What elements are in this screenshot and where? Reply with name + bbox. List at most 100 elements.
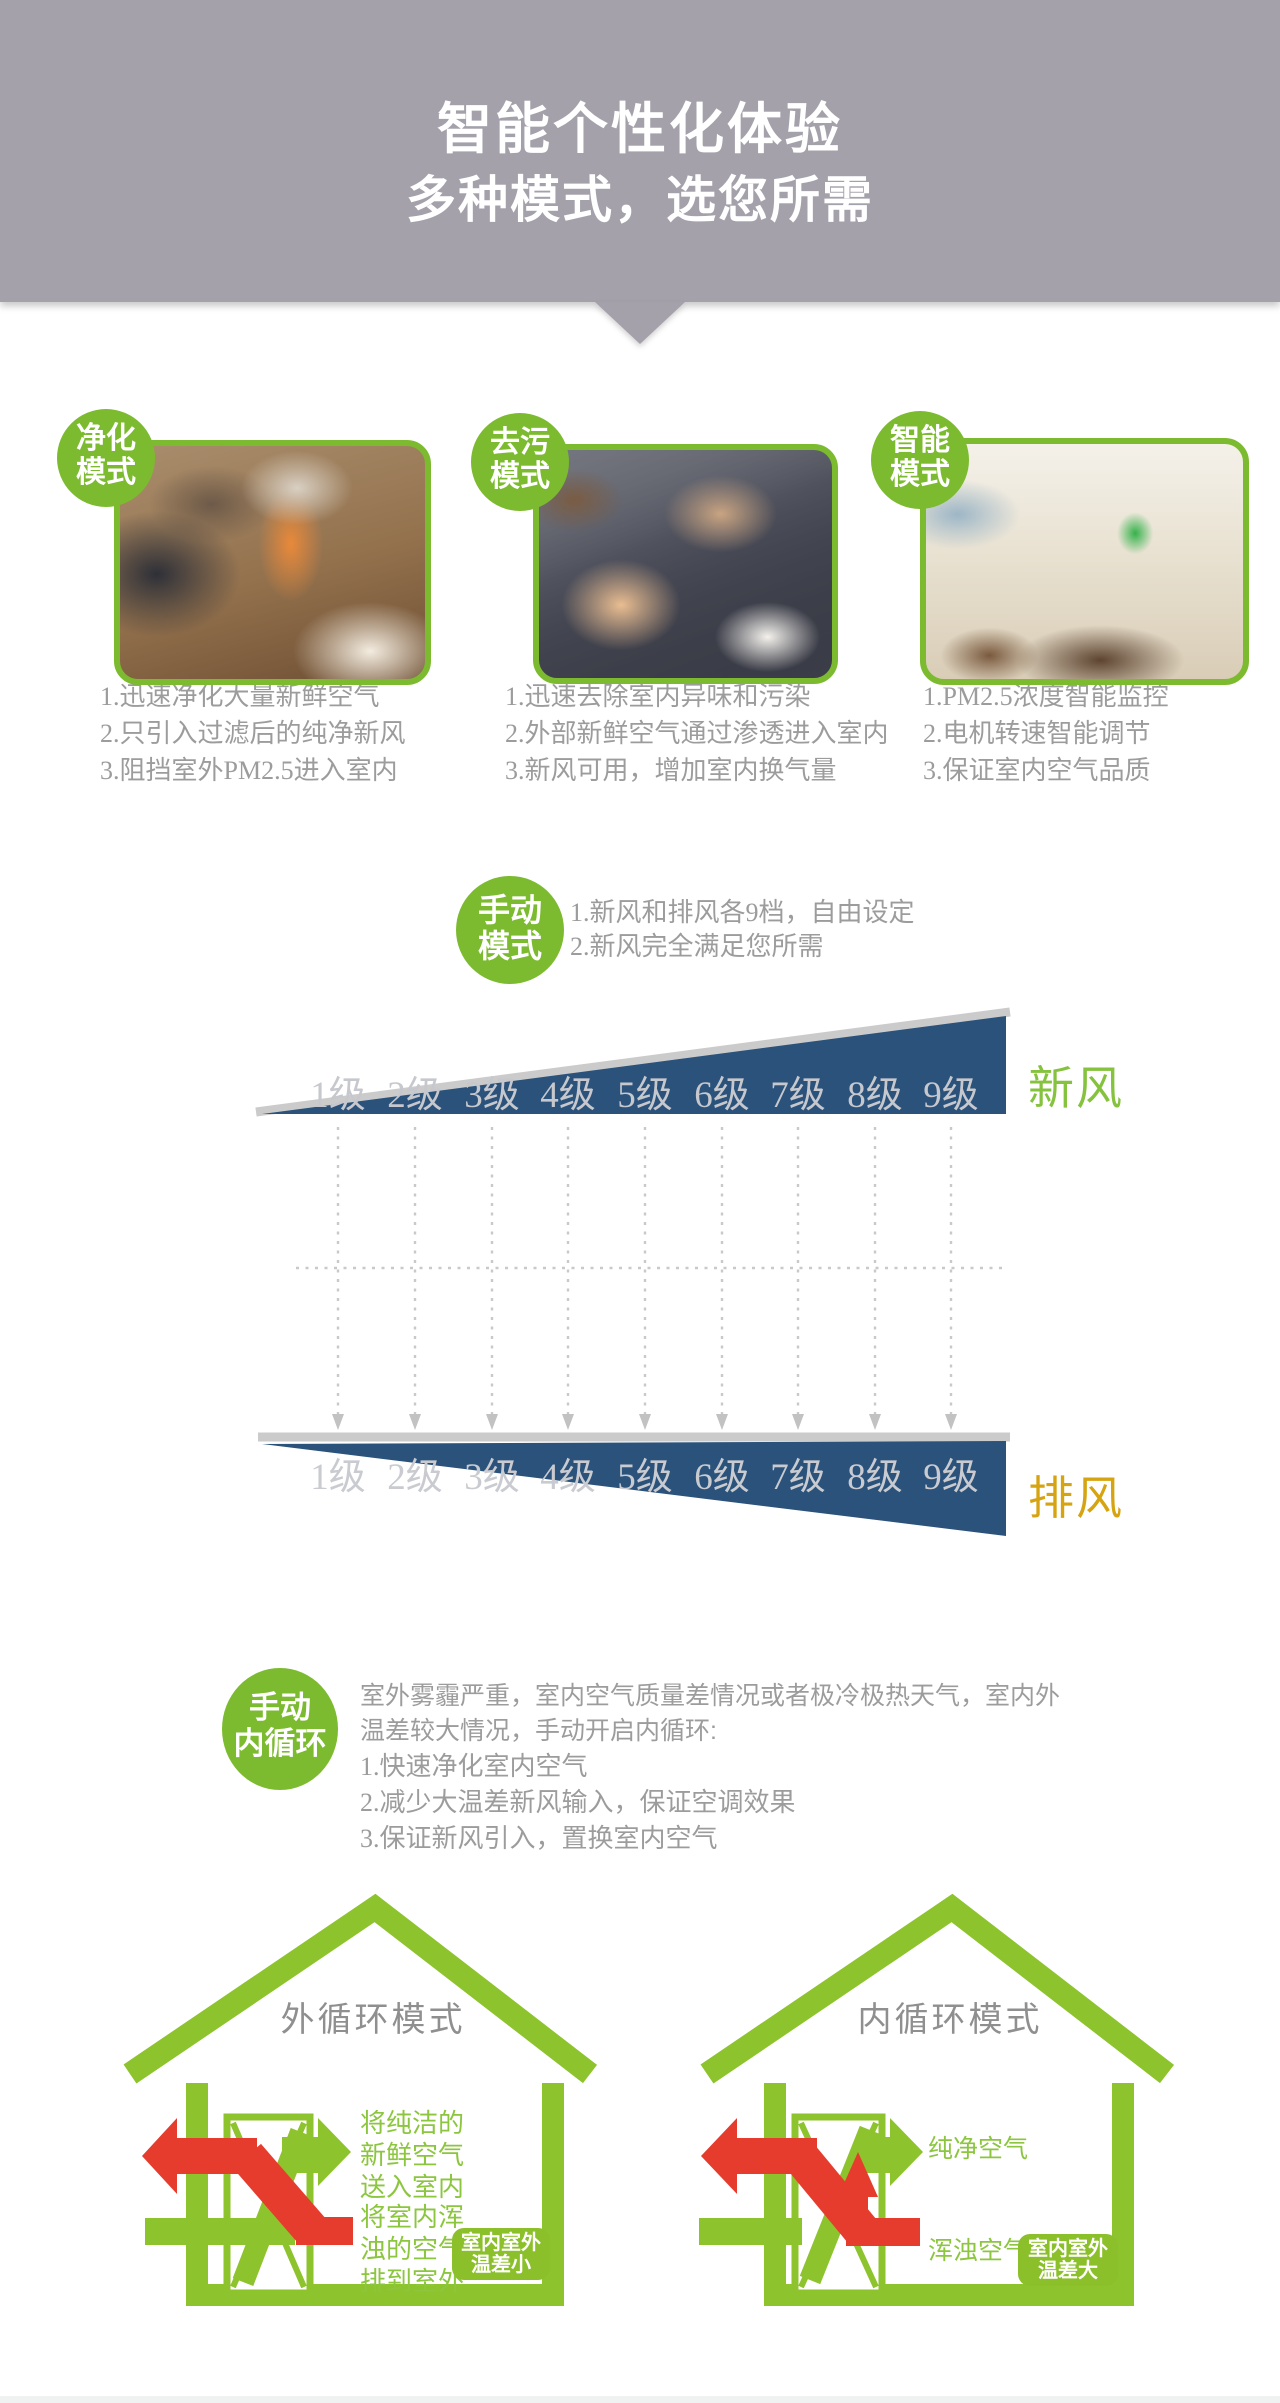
level-label: 8级 [847, 1456, 903, 1498]
photo-purify-mode [114, 440, 431, 685]
badge-label: 智能 [890, 424, 950, 457]
note-line: 送入室内 [360, 2173, 465, 2202]
list-item: 1.迅速去除室内异味和污染 [505, 682, 811, 711]
paragraph-line: 室外雾霾严重，室内空气质量差情况或者极冷极热天气，室内外 [360, 1682, 1061, 1710]
exhaust-air-return-bar [296, 2217, 353, 2245]
chevron-down-decoration [595, 302, 685, 344]
exhaust-air-arrow-head [142, 2118, 177, 2194]
badge-line: 温差大 [1038, 2260, 1098, 2282]
list-item: 1.PM2.5浓度智能监控 [923, 682, 1169, 711]
manual-recirc-list: 1.快速净化室内空气 2.减少大温差新风输入，保证空调效果 3.保证新风引入，置… [360, 1749, 796, 1857]
dirty-air-note: 浑浊空气 [928, 2238, 1029, 2265]
note-line: 排到室外 [360, 2267, 465, 2296]
dotted-guides [296, 1127, 1002, 1414]
house-roof [700, 1893, 1175, 2084]
paragraph-line: 温差较大情况，手动开启内循环: [360, 1717, 717, 1745]
exhaust-wedge [262, 1441, 1006, 1536]
list-item: 3.保证室内空气品质 [923, 756, 1151, 785]
badge-label: 手动 [477, 892, 542, 928]
circulation-houses-diagram [123, 1893, 1175, 2306]
level-label: 2级 [387, 1074, 443, 1116]
exhaust-level-labels: 1级 2级 3级 4级 5级 6级 7级 8级 9级 [310, 1456, 979, 1498]
manual-recirc-badge: 手动 内循环 [222, 1668, 338, 1790]
level-label: 7级 [770, 1456, 826, 1498]
list-item: 1.快速净化室内空气 [360, 1752, 588, 1781]
fresh-air-inlet-bar [699, 2218, 802, 2245]
house-title-internal: 内循环模式 [857, 2001, 1043, 2039]
level-label: 7级 [770, 1074, 826, 1116]
header-banner: 智能个性化体验 多种模式，选您所需 [0, 0, 1280, 302]
level-label: 9级 [923, 1456, 979, 1498]
manual-mode-badge: 手动 模式 [456, 876, 564, 984]
list-item: 2.外部新鲜空气通过渗透进入室内 [505, 719, 889, 748]
level-label: 9级 [923, 1074, 979, 1116]
exhaust-air-arrow-shaft [737, 2138, 817, 2174]
house-walls [764, 2083, 1134, 2306]
temp-diff-small-badge: 室内室外 温差小 [452, 2228, 550, 2280]
house-title-external: 外循环模式 [280, 2001, 466, 2039]
next-section-edge [0, 2396, 1280, 2403]
badge-label: 内循环 [233, 1726, 327, 1761]
manual-recirc-paragraph: 室外雾霾严重，室内空气质量差情况或者极冷极热天气，室内外 温差较大情况，手动开启… [360, 1679, 1060, 1749]
purified-air-arrow-head [890, 2118, 923, 2186]
level-label: 6级 [694, 1456, 750, 1498]
mode-feature-list-deodorize: 1.迅速去除室内异味和污染 2.外部新鲜空气通过渗透进入室内 3.新风可用，增加… [505, 678, 889, 789]
supply-level-labels: 1级 2级 3级 4级 5级 6级 7级 8级 9级 [310, 1074, 979, 1116]
level-label: 3级 [464, 1074, 520, 1116]
mode-badge-smart: 智能 模式 [871, 411, 969, 509]
house-internal-circulation [699, 1893, 1175, 2306]
note-line: 新鲜空气 [360, 2141, 465, 2170]
list-item: 1.新风和排风各9档，自由设定 [570, 898, 915, 927]
exhaust-air-note: 将室内浑 浊的空气 排到室外 [360, 2202, 464, 2298]
mode-badge-deodorize: 去污 模式 [471, 413, 569, 511]
level-label: 5级 [617, 1074, 673, 1116]
badge-label: 模式 [490, 460, 550, 493]
recirc-up-arrow-head [838, 2152, 878, 2197]
level-label: 2级 [387, 1456, 443, 1498]
temp-diff-large-badge: 室内室外 温差大 [1018, 2234, 1118, 2286]
photo-smart-mode [920, 438, 1249, 685]
list-item: 2.电机转速智能调节 [923, 719, 1151, 748]
level-label: 4级 [540, 1074, 596, 1116]
exhaust-air-arrow-head [701, 2118, 737, 2194]
level-label: 1级 [310, 1074, 366, 1116]
list-item: 3.新风可用，增加室内换气量 [505, 756, 837, 785]
manual-mode-list: 1.新风和排风各9档，自由设定 2.新风完全满足您所需 [570, 896, 915, 964]
recirc-up-arrow-shaft [848, 2195, 868, 2245]
supply-air-label: 新风 [1028, 1062, 1124, 1114]
note-line: 将室内浑 [360, 2203, 465, 2232]
photo-deodorize-mode [533, 444, 838, 684]
badge-label: 手动 [249, 1690, 311, 1725]
badge-label: 去污 [490, 426, 550, 459]
list-item: 2.新风完全满足您所需 [570, 932, 824, 961]
note-line: 浊的空气 [360, 2235, 465, 2264]
badge-label: 净化 [76, 422, 136, 455]
supply-wedge [262, 1016, 1006, 1114]
mode-badge-purify: 净化 模式 [57, 409, 155, 507]
note-line: 将纯洁的 [360, 2109, 465, 2138]
house-walls [186, 2083, 564, 2306]
down-arrowheads [332, 1414, 957, 1430]
list-item: 1.迅速净化大量新鲜空气 [100, 682, 380, 711]
list-item: 2.减少大温差新风输入，保证空调效果 [360, 1788, 796, 1817]
level-label: 6级 [694, 1074, 750, 1116]
fresh-air-arrow-shaft [282, 2137, 318, 2173]
level-label: 1级 [310, 1456, 366, 1498]
level-label: 5级 [617, 1456, 673, 1498]
fresh-air-note: 将纯洁的 新鲜空气 送入室内 [360, 2108, 464, 2204]
list-item: 2.只引入过滤后的纯净新风 [100, 719, 406, 748]
badge-label: 模式 [76, 456, 136, 489]
purified-air-note: 纯净空气 [928, 2136, 1029, 2163]
list-item: 3.保证新风引入，置换室内空气 [360, 1824, 718, 1853]
fresh-air-inlet-bar [145, 2218, 295, 2245]
house-external-circulation [123, 1893, 598, 2306]
fresh-air-arrow-head [318, 2118, 351, 2186]
wedge-highlight-edge [255, 1007, 1011, 1117]
badge-line: 室内室外 [461, 2232, 541, 2254]
badge-label: 模式 [890, 458, 950, 491]
page-subtitle: 多种模式，选您所需 [406, 172, 874, 228]
page-title: 智能个性化体验 [436, 98, 843, 160]
exhaust-air-label: 排风 [1028, 1472, 1124, 1524]
mode-feature-list-smart: 1.PM2.5浓度智能监控 2.电机转速智能调节 3.保证室内空气品质 [923, 678, 1169, 789]
